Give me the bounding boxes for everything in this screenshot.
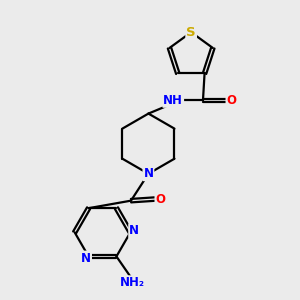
Text: N: N	[143, 167, 153, 180]
Text: NH: NH	[163, 94, 183, 107]
Text: O: O	[226, 94, 236, 107]
Text: NH₂: NH₂	[120, 276, 145, 289]
Text: S: S	[186, 26, 196, 39]
Text: N: N	[81, 251, 91, 265]
Text: O: O	[155, 193, 165, 206]
Text: N: N	[129, 224, 139, 237]
